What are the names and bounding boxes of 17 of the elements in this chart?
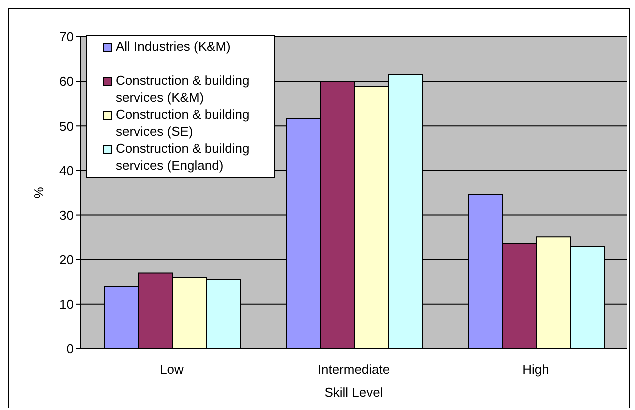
x-tick-label: Low [160,362,185,378]
y-tick-label: 20 [60,252,74,268]
x-tick-label: High [522,362,550,378]
x-axis-title: Skill Level [324,385,384,400]
y-tick-label: 50 [60,118,74,134]
legend-label: Construction & building services (England) [116,140,251,174]
y-tick-label: 10 [60,297,74,312]
x-tick-label: Intermediate [318,362,390,378]
legend-label: Construction & building services (SE) [116,106,251,140]
y-tick-label: 30 [60,208,74,223]
y-axis-title: % [32,186,47,199]
legend-label: Construction & building services (K&M) [116,72,251,106]
y-tick-label: 60 [60,74,74,90]
legend-label: All Industries (K&M) [116,38,231,55]
y-tick-label: 40 [60,163,74,178]
y-tick-label: 0 [66,342,74,357]
y-tick-label: 70 [60,30,74,45]
